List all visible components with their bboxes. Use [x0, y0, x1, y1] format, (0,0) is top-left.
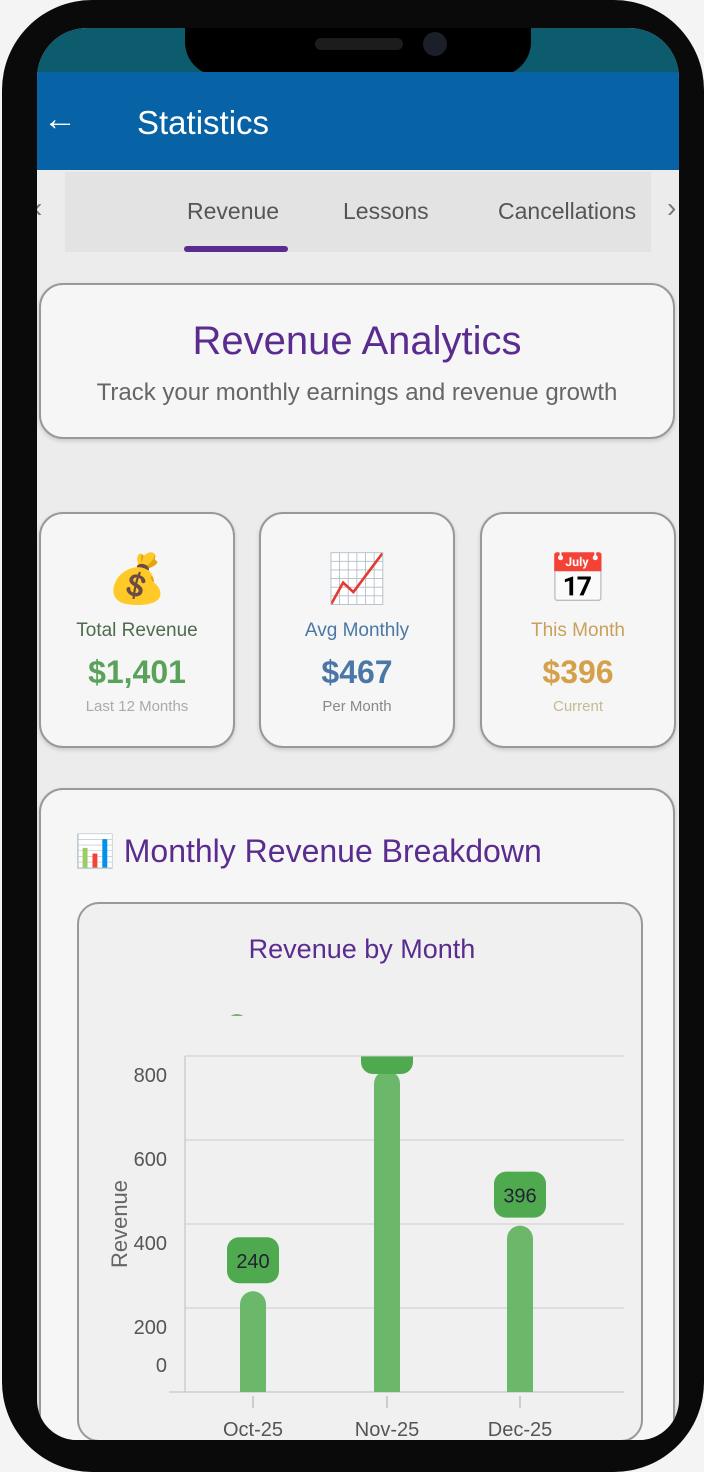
chart-title: Revenue by Month	[249, 934, 476, 964]
breakdown-title: 📊 Monthly Revenue Breakdown	[75, 832, 542, 870]
chevron-right-icon[interactable]: ›	[667, 192, 677, 223]
stat-note: Per Month	[322, 698, 392, 715]
data-label: 240	[236, 1251, 269, 1273]
stat-value: $396	[542, 654, 614, 690]
stat-label: Total Revenue	[76, 620, 198, 641]
stat-value: $467	[321, 654, 393, 690]
chart-card: Revenue by MonthMonthly Revenue020040060…	[77, 902, 643, 1440]
stat-label: Avg Monthly	[304, 620, 410, 641]
bar-base	[374, 1379, 400, 1392]
y-axis-label: Revenue	[107, 1180, 132, 1268]
bar[interactable]	[240, 1291, 266, 1392]
x-tick-label: Oct-25	[223, 1419, 283, 1440]
data-label: 396	[503, 1186, 536, 1208]
screen: ← Statistics ‹ Revenue Lessons Cancellat…	[37, 28, 679, 1440]
bar-base	[507, 1379, 533, 1392]
y-tick-label: 0	[156, 1355, 167, 1377]
stat-note: Current	[552, 698, 604, 715]
tab-lessons[interactable]: Lessons	[343, 198, 429, 224]
intro-title: Revenue Analytics	[192, 319, 522, 363]
data-label-box	[494, 1171, 546, 1218]
speaker	[315, 38, 403, 50]
breakdown-card: 📊 Monthly Revenue Breakdown Revenue by M…	[39, 788, 675, 1440]
plot-clip	[186, 1016, 625, 1056]
stat-card-month: 📅 This Month $396 Current	[480, 512, 676, 748]
stat-label: This Month	[531, 620, 625, 641]
bar-chart-icon: 📊	[75, 833, 115, 869]
app-header: ← Statistics	[37, 72, 679, 170]
camera	[423, 32, 447, 56]
calendar-icon: 📅	[548, 553, 608, 606]
y-tick-label: 400	[134, 1233, 167, 1255]
tab-bar: Revenue Lessons Cancellations	[65, 172, 651, 252]
y-tick-label: 600	[134, 1149, 167, 1171]
money-bag-icon: 💰	[107, 553, 167, 606]
stat-note: Last 12 Months	[85, 698, 189, 715]
bar[interactable]	[374, 1070, 400, 1392]
chart-increasing-icon: 📈	[327, 553, 387, 606]
arrow-left-icon[interactable]: ←	[43, 100, 77, 138]
active-tab-indicator	[184, 246, 288, 252]
data-label-box	[227, 1237, 279, 1284]
stat-value: $1,401	[88, 654, 186, 690]
tab-cancellations[interactable]: Cancellations	[498, 198, 637, 224]
notch	[185, 28, 531, 76]
breakdown-title-text: Monthly Revenue Breakdown	[123, 833, 542, 869]
revenue-chart: Revenue by MonthMonthly Revenue020040060…	[107, 934, 625, 1440]
x-tick-label: Nov-25	[355, 1419, 419, 1440]
chevron-left-icon[interactable]: ‹	[37, 192, 42, 224]
intro-subtitle: Track your monthly earnings and revenue …	[96, 379, 618, 406]
stat-card-avg: 📈 Avg Monthly $467 Per Month	[259, 512, 455, 748]
x-tick-label: Dec-25	[488, 1419, 552, 1440]
y-tick-label: 200	[134, 1317, 167, 1339]
bar-base	[240, 1379, 266, 1392]
intro-card: Revenue Analytics Track your monthly ear…	[39, 283, 675, 439]
page-title: Statistics	[137, 104, 270, 141]
stat-card-total: 💰 Total Revenue $1,401 Last 12 Months	[39, 512, 235, 748]
y-tick-label: 800	[134, 1065, 167, 1087]
bar[interactable]	[507, 1225, 533, 1392]
tab-revenue[interactable]: Revenue	[187, 198, 280, 224]
